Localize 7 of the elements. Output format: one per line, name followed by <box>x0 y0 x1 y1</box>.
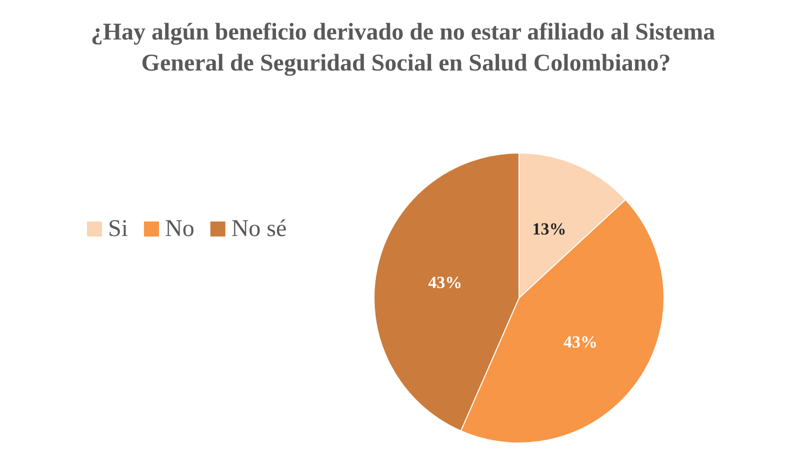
chart-title: ¿Hay algún beneficio derivado de no estar afiliado al Sistema General de Seguridad Social en Salud Colombiano? <box>90 20 716 76</box>
data-label: 43% <box>564 332 598 352</box>
legend-label: Si <box>108 216 128 242</box>
data-label: 13% <box>532 219 566 238</box>
data-label: 43% <box>428 273 462 292</box>
legend-label: No <box>165 216 194 242</box>
legend-label: No sé <box>231 216 287 242</box>
